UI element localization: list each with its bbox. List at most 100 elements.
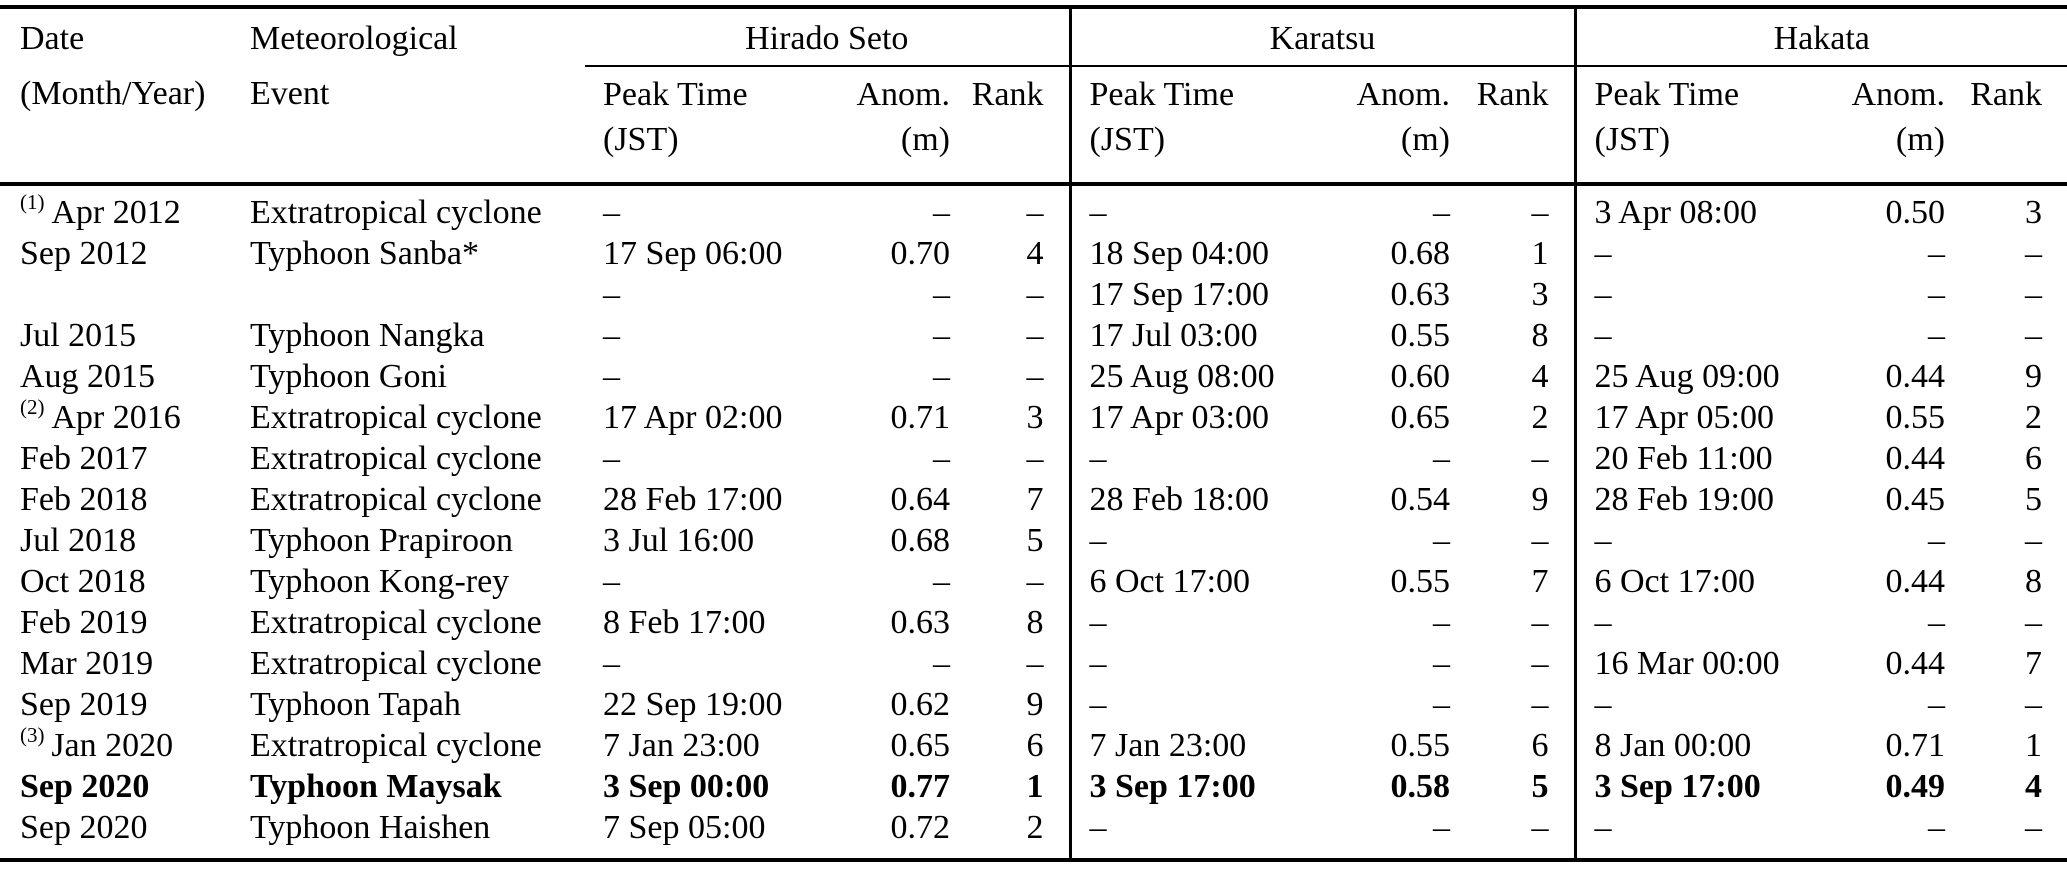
footnote-marker: (2)	[20, 395, 45, 419]
cell-rank: 8	[2025, 563, 2042, 600]
cell-peak-time: 3 Sep 17:00	[1573, 766, 1815, 807]
table-row: Jul 2015 Typhoon Nangka – – –17 Jul 03:00 0.5…	[0, 315, 2067, 356]
cell-event: Extratropical cyclone	[250, 194, 542, 231]
cell-rank: –	[1026, 645, 1044, 682]
cell-peak-time: 6 Oct 17:00	[1068, 561, 1315, 602]
meters-label: (m)	[1400, 121, 1450, 158]
cell-peak-time: –	[603, 645, 620, 682]
peak-time-label: Peak Time	[1594, 76, 1740, 113]
cell-anom: 0.44	[1885, 440, 1946, 477]
cell-rank: –	[1531, 645, 1549, 682]
cell-anom: –	[933, 563, 950, 600]
table-row: (1) Apr 2012 Extratropical cyclone – – – – – –3…	[0, 184, 2067, 233]
cell-rank: 1	[2025, 727, 2042, 764]
sub-header-row: (Month/Year) Event Peak Time (JST) Anom.…	[0, 66, 2067, 186]
cell-event: Extratropical cyclone	[250, 440, 542, 477]
cell-peak-time: –	[1068, 643, 1315, 684]
cell-rank: 3	[2025, 194, 2042, 231]
cell-date: Sep 2020	[20, 809, 148, 846]
cell-rank: 1	[1531, 235, 1549, 272]
cell-peak-time: 17 Apr 05:00	[1573, 397, 1815, 438]
cell-peak-time: 3 Apr 08:00	[1573, 184, 1815, 233]
cell-event: Typhoon Prapiroon	[250, 522, 513, 559]
cell-anom: –	[933, 645, 950, 682]
cell-anom: 0.68	[1390, 235, 1451, 272]
cell-peak-time: –	[603, 358, 620, 395]
cell-anom: 0.71	[1885, 727, 1946, 764]
group-header-hirado-seto: Hirado Seto	[585, 7, 1070, 67]
cell-peak-time: –	[603, 440, 620, 477]
cell-peak-time: –	[1068, 684, 1315, 725]
cell-event: Extratropical cyclone	[250, 727, 542, 764]
table-row: (3) Jan 2020 Extratropical cyclone 7 Jan 2…	[0, 725, 2067, 766]
cell-peak-time: 17 Sep 17:00	[1068, 274, 1315, 315]
cell-peak-time: 7 Jan 23:00	[603, 727, 760, 764]
header-anom-karatsu: Anom. (m)	[1315, 66, 1450, 186]
table-row: Oct 2018 Typhoon Kong-rey – – –6 Oct 17:00 0.…	[0, 561, 2067, 602]
cell-peak-time: –	[603, 194, 620, 231]
table-row: Sep 2020 Typhoon Maysak 3 Sep 00:00 0.77 1 3 …	[0, 766, 2067, 807]
header-date-line1: Date	[20, 20, 85, 57]
cell-rank: 9	[1026, 686, 1044, 723]
cell-anom: 0.49	[1885, 768, 1946, 805]
cell-peak-time: –	[1068, 438, 1315, 479]
cell-date: Oct 2018	[20, 563, 146, 600]
meters-label: (m)	[1895, 121, 1945, 158]
cell-anom: –	[1433, 686, 1450, 723]
header-peak-time-hirado: Peak Time (JST)	[585, 66, 820, 186]
cell-peak-time: 6 Oct 17:00	[1573, 561, 1815, 602]
header-rank-hakata: Rank	[1945, 66, 2067, 186]
cell-event: Typhoon Haishen	[250, 809, 491, 846]
header-event-line1: Meteorological	[250, 20, 458, 57]
cell-peak-time: 3 Sep 17:00	[1068, 766, 1315, 807]
cell-anom: 0.68	[890, 522, 951, 559]
cell-anom: –	[1433, 440, 1450, 477]
table-row: Feb 2018 Extratropical cyclone 28 Feb 17:0…	[0, 479, 2067, 520]
cell-peak-time: 28 Feb 17:00	[603, 481, 783, 518]
footnote-marker: (1)	[20, 190, 45, 214]
cell-date: Sep 2020	[20, 768, 150, 805]
cell-anom: –	[933, 276, 950, 313]
cell-rank: 4	[1531, 358, 1549, 395]
cell-date: Aug 2015	[20, 358, 156, 395]
cell-peak-time: –	[1573, 684, 1815, 725]
cell-peak-time: 25 Aug 09:00	[1573, 356, 1815, 397]
cell-anom: 0.60	[1390, 358, 1451, 395]
cell-rank: –	[1531, 440, 1549, 477]
cell-event: Typhoon Maysak	[250, 768, 502, 805]
cell-anom: –	[1928, 686, 1945, 723]
cell-anom: 0.55	[1390, 563, 1451, 600]
cell-rank: 4	[1026, 235, 1044, 272]
table-row: Aug 2015 Typhoon Goni – – –25 Aug 08:00 0.60 4…	[0, 356, 2067, 397]
cell-rank: 7	[1531, 563, 1549, 600]
cell-anom: 0.62	[890, 686, 951, 723]
cell-peak-time: –	[603, 317, 620, 354]
cell-date: Feb 2018	[20, 481, 148, 518]
cell-peak-time: 7 Jan 23:00	[1068, 725, 1315, 766]
cell-anom: –	[1433, 194, 1450, 231]
jst-label: (JST)	[1594, 121, 1671, 158]
cell-rank: 6	[1026, 727, 1044, 764]
cell-rank: –	[2025, 809, 2042, 846]
cell-rank: 5	[1531, 768, 1549, 805]
table-row: – – –17 Sep 17:00 0.63 3– – –	[0, 274, 2067, 315]
cell-anom: 0.55	[1390, 727, 1451, 764]
cell-anom: 0.64	[890, 481, 951, 518]
peak-time-label: Peak Time	[1089, 76, 1235, 113]
anom-label: Anom.	[1851, 76, 1946, 113]
cell-peak-time: 8 Feb 17:00	[603, 604, 766, 641]
cell-peak-time: –	[1573, 233, 1815, 274]
cell-rank: –	[1531, 604, 1549, 641]
cell-peak-time: –	[603, 276, 620, 313]
cell-anom: 0.55	[1390, 317, 1451, 354]
header-peak-time-hakata: Peak Time (JST)	[1573, 66, 1815, 186]
cell-event: Typhoon Goni	[250, 358, 447, 395]
cell-anom: –	[1928, 522, 1945, 559]
cell-rank: 1	[1026, 768, 1044, 805]
cell-peak-time: –	[1573, 602, 1815, 643]
meters-label: (m)	[900, 121, 950, 158]
cell-anom: 0.44	[1885, 645, 1946, 682]
cell-anom: –	[1928, 235, 1945, 272]
table-row: Mar 2019 Extratropical cyclone – – – – – –16 Ma…	[0, 643, 2067, 684]
table-row: Feb 2019 Extratropical cyclone 8 Feb 17:00…	[0, 602, 2067, 643]
